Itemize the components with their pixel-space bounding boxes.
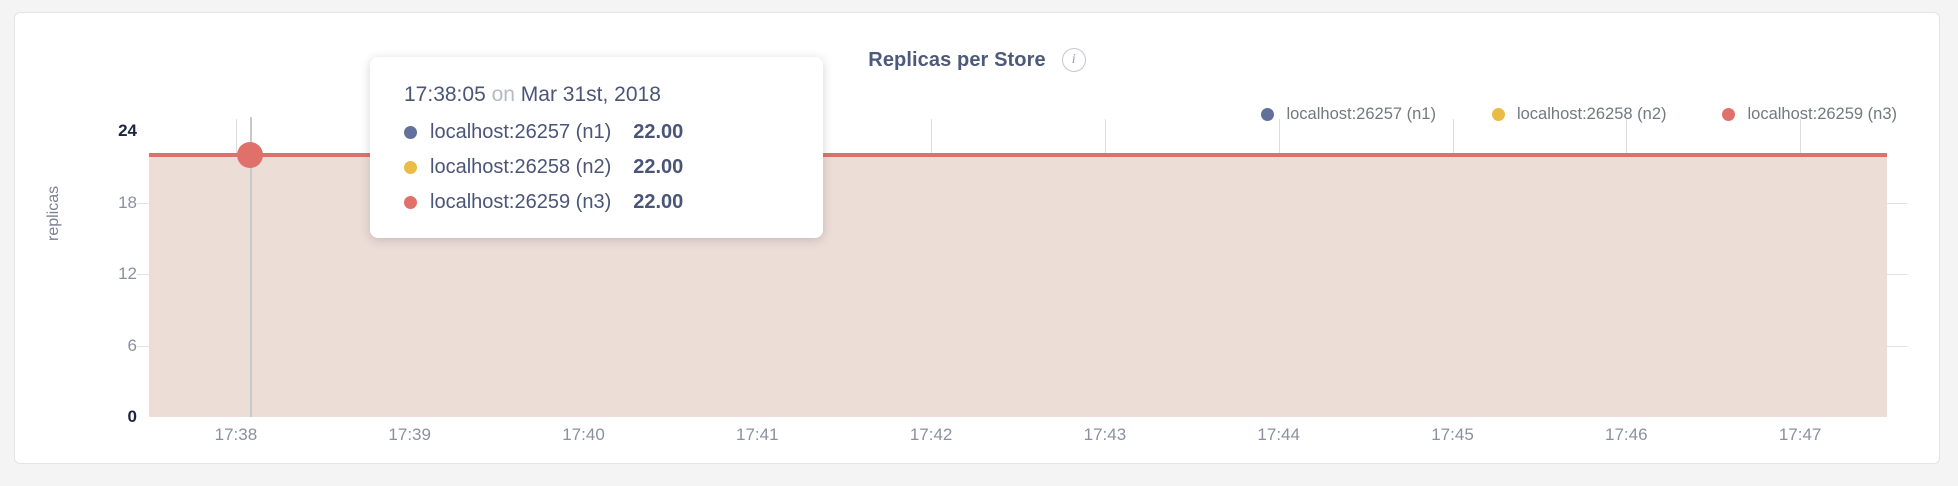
x-axis-ticks: 17:38 17:39 17:40 17:41 17:42 17:43 17:44 17:45… xyxy=(149,425,1887,455)
hover-data-point[interactable] xyxy=(237,141,264,168)
tooltip-on-word: on xyxy=(491,83,515,106)
chart-legend: localhost:26257 (n1) localhost:26258 (n2)… xyxy=(1261,105,1897,124)
legend-item[interactable]: localhost:26257 (n1) xyxy=(1261,105,1436,124)
x-axis-tick-label: 17:39 xyxy=(388,425,431,444)
tooltip-series-label: localhost:26258 (n2) xyxy=(430,156,612,178)
y-axis-tick-label: 24 xyxy=(118,121,137,140)
tooltip-color-dot-icon xyxy=(404,161,417,174)
x-axis-tick-label: 17:47 xyxy=(1778,425,1822,444)
tooltip-series-value: 22.00 xyxy=(633,121,684,143)
y-axis-tick-label: 0 xyxy=(127,407,137,426)
tooltip-series-label: localhost:26259 (n3) xyxy=(430,191,612,213)
y-axis-tick-label: 18 xyxy=(118,192,137,212)
info-icon[interactable]: i xyxy=(1061,48,1086,72)
tooltip-series-value: 22.00 xyxy=(633,156,684,178)
tooltip-series-value: 22.00 xyxy=(633,191,684,213)
legend-color-dot-icon xyxy=(1722,108,1736,121)
tooltip-color-dot-icon xyxy=(404,196,417,209)
x-axis-tick-label: 17:44 xyxy=(1257,425,1300,444)
y-axis-tick-label: 6 xyxy=(127,335,137,355)
page-title: Replicas per Store xyxy=(868,48,1046,71)
tooltip-series-label: localhost:26257 (n1) xyxy=(430,121,612,143)
x-axis-tick-label: 17:45 xyxy=(1431,425,1474,444)
tooltip-series-row: localhost:26259 (n3) 22.00 xyxy=(404,191,789,214)
legend-item[interactable]: localhost:26259 (n3) xyxy=(1722,105,1897,124)
hover-crosshair xyxy=(250,117,253,417)
x-axis-tick-label: 17:46 xyxy=(1605,425,1648,444)
y-axis-label: replicas xyxy=(45,185,62,241)
hover-tooltip: 17:38:05 on Mar 31st, 2018 localhost:262… xyxy=(370,57,823,238)
x-axis-tick-label: 17:43 xyxy=(1083,425,1127,444)
y-axis-tick-label: 12 xyxy=(118,264,137,283)
x-axis-tick-label: 17:38 xyxy=(214,425,258,444)
legend-item[interactable]: localhost:26258 (n2) xyxy=(1491,105,1667,124)
x-axis-tick-label: 17:41 xyxy=(736,425,779,444)
chart-header: Replicas per Store i xyxy=(15,43,1939,77)
x-axis-tick-label: 17:40 xyxy=(562,425,605,444)
chart-card: Replicas per Store i localhost:26257 (n1… xyxy=(14,12,1940,464)
tooltip-time-value: 17:38:05 xyxy=(404,83,486,106)
tooltip-color-dot-icon xyxy=(404,126,417,139)
y-axis-ticks: 0 6 12 18 24 xyxy=(63,121,137,426)
tooltip-rows: localhost:26257 (n1) 22.00 localhost:26258… xyxy=(404,121,789,214)
tooltip-series-row: localhost:26258 (n2) 22.00 xyxy=(404,156,789,179)
series-line xyxy=(149,152,1887,157)
tooltip-date-value: Mar 31st, 2018 xyxy=(520,83,661,106)
tooltip-timestamp: 17:38:05 on Mar 31st, 2018 xyxy=(404,83,789,107)
legend-color-dot-icon xyxy=(1491,108,1505,121)
legend-item-label: localhost:26258 (n2) xyxy=(1516,105,1667,123)
legend-color-dot-icon xyxy=(1261,108,1275,121)
x-axis-tick-label: 17:42 xyxy=(909,425,953,444)
legend-item-label: localhost:26257 (n1) xyxy=(1286,105,1436,123)
tooltip-series-row: localhost:26257 (n1) 22.00 xyxy=(404,121,789,144)
legend-item-label: localhost:26259 (n3) xyxy=(1747,105,1897,123)
